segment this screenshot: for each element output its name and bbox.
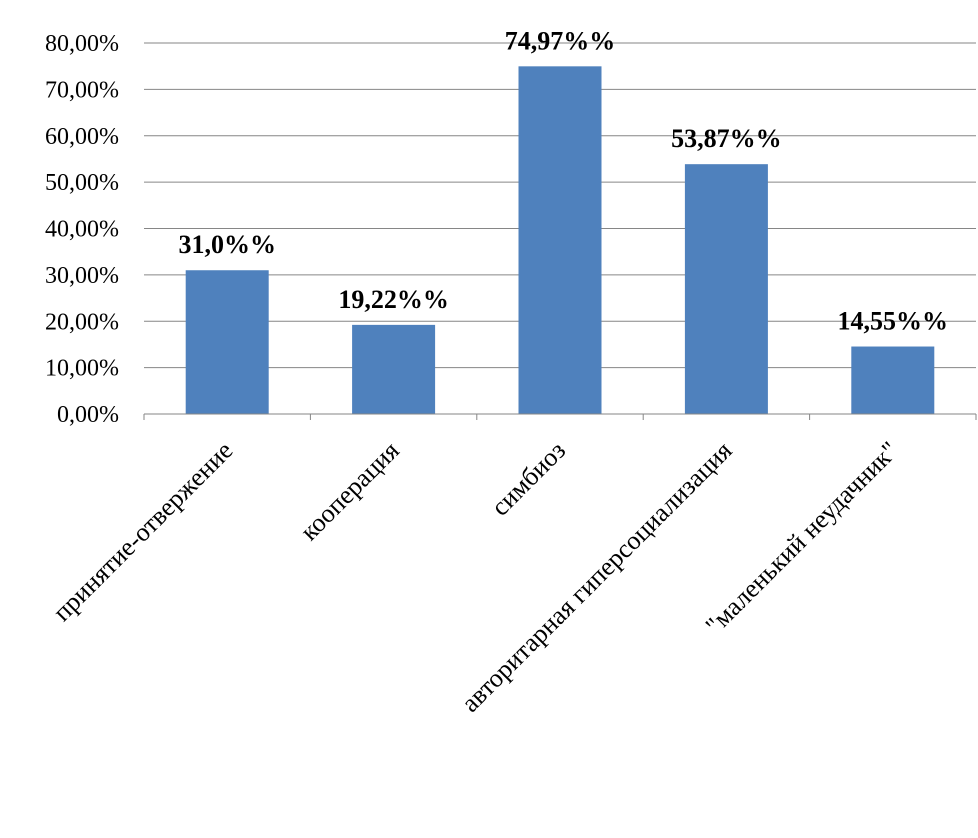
y-axis-tick-labels: 0,00% 10,00% 20,00% 30,00% 40,00% 50,00% 60,00… bbox=[45, 31, 119, 428]
bar bbox=[352, 324, 436, 414]
category-label: "маленький неудачник" bbox=[700, 436, 904, 640]
y-tick-label: 10,00% bbox=[45, 356, 119, 382]
y-tick-label: 80,00% bbox=[45, 31, 119, 57]
x-axis bbox=[143, 413, 977, 420]
data-label: 53,87%% bbox=[671, 124, 782, 153]
data-label: 19,22%% bbox=[338, 285, 449, 314]
bar bbox=[185, 270, 269, 414]
bar bbox=[684, 164, 768, 414]
category-label: симбиоз bbox=[485, 436, 571, 522]
y-tick-label: 70,00% bbox=[45, 77, 119, 103]
category-label: авторитарная гиперсоциализация bbox=[456, 436, 738, 718]
bars bbox=[185, 66, 935, 414]
data-label: 14,55%% bbox=[838, 307, 949, 336]
y-tick-label: 0,00% bbox=[57, 402, 119, 428]
bar bbox=[851, 346, 935, 414]
bar bbox=[518, 66, 602, 414]
data-labels: 31,0%% 19,22%% 74,97%% 53,87%% 14,55%% bbox=[178, 26, 948, 335]
y-tick-label: 50,00% bbox=[45, 170, 119, 196]
y-tick-label: 30,00% bbox=[45, 263, 119, 289]
y-tick-label: 40,00% bbox=[45, 217, 119, 243]
y-tick-label: 20,00% bbox=[45, 309, 119, 335]
category-label: кооперация bbox=[294, 436, 404, 546]
y-tick-label: 60,00% bbox=[45, 124, 119, 150]
category-labels: принятие-отвержение кооперация симбиозавто… bbox=[47, 436, 904, 718]
data-label: 31,0%% bbox=[178, 230, 276, 259]
data-label: 74,97%% bbox=[505, 26, 616, 55]
category-label: принятие-отвержение bbox=[47, 436, 238, 627]
